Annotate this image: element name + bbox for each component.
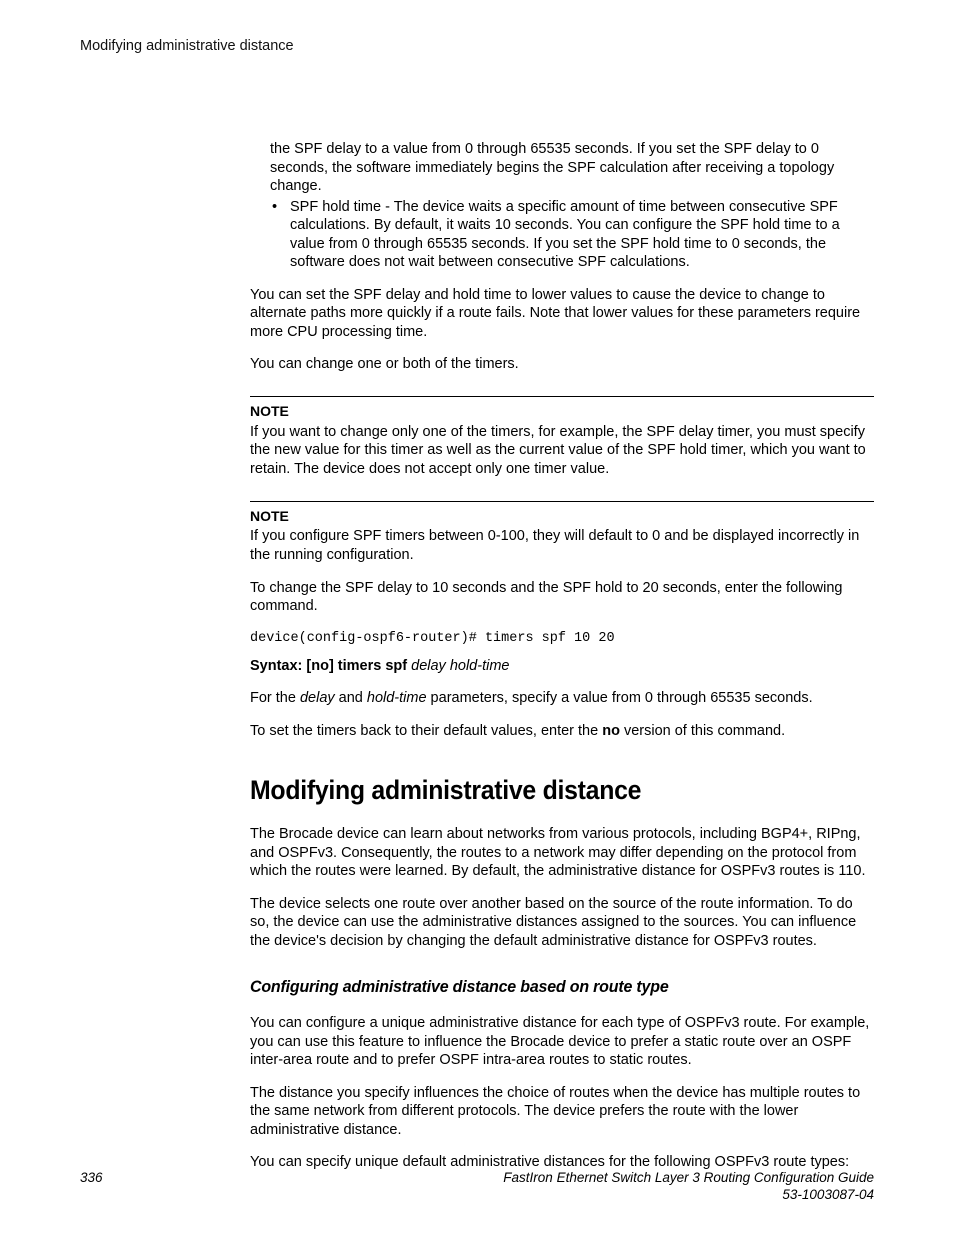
running-head: Modifying administrative distance [80,38,294,54]
text: version of this command. [620,723,785,739]
code-block: device(config-ospf6-router)# timers spf … [250,630,874,647]
note-label: NOTE [250,403,874,421]
syntax-args: delay hold-time [411,658,509,674]
text: and [335,690,367,706]
page-number: 336 [80,1170,103,1185]
paragraph: For the delay and hold-time parameters, … [250,689,874,708]
text: For the [250,690,300,706]
body-content: the SPF delay to a value from 0 through … [250,140,874,1186]
bullet-item: • SPF hold time - The device waits a spe… [270,198,874,272]
paragraph: To set the timers back to their default … [250,722,874,741]
section-heading: Modifying administrative distance [250,773,824,808]
note-text: If you configure SPF timers between 0-10… [250,527,874,564]
paragraph: The distance you specify influences the … [250,1084,874,1140]
bullet-text: SPF hold time - The device waits a speci… [290,198,874,272]
footer-book-title: FastIron Ethernet Switch Layer 3 Routing… [503,1170,874,1185]
paragraph: You can set the SPF delay and hold time … [250,286,874,342]
note-text: If you want to change only one of the ti… [250,423,874,479]
syntax-prefix: Syntax: [no] timers spf [250,658,407,674]
paragraph: To change the SPF delay to 10 seconds an… [250,579,874,616]
note-label: NOTE [250,508,874,526]
bullet-dot: • [270,198,290,272]
syntax-line: Syntax: [no] timers spf delay hold-time [250,657,874,676]
note-rule [250,396,874,397]
text: To set the timers back to their default … [250,723,602,739]
paragraph: You can change one or both of the timers… [250,355,874,374]
italic-text: delay [300,690,335,706]
note-rule [250,501,874,502]
paragraph: You can configure a unique administrativ… [250,1014,874,1070]
paragraph-continuation: the SPF delay to a value from 0 through … [270,140,874,196]
paragraph: The Brocade device can learn about netwo… [250,825,874,881]
subsection-heading: Configuring administrative distance base… [250,976,837,998]
text: parameters, specify a value from 0 throu… [427,690,813,706]
bold-text: no [602,723,620,739]
footer-doc-number: 53-1003087-04 [782,1187,874,1202]
italic-text: hold-time [367,690,427,706]
paragraph: The device selects one route over anothe… [250,895,874,951]
